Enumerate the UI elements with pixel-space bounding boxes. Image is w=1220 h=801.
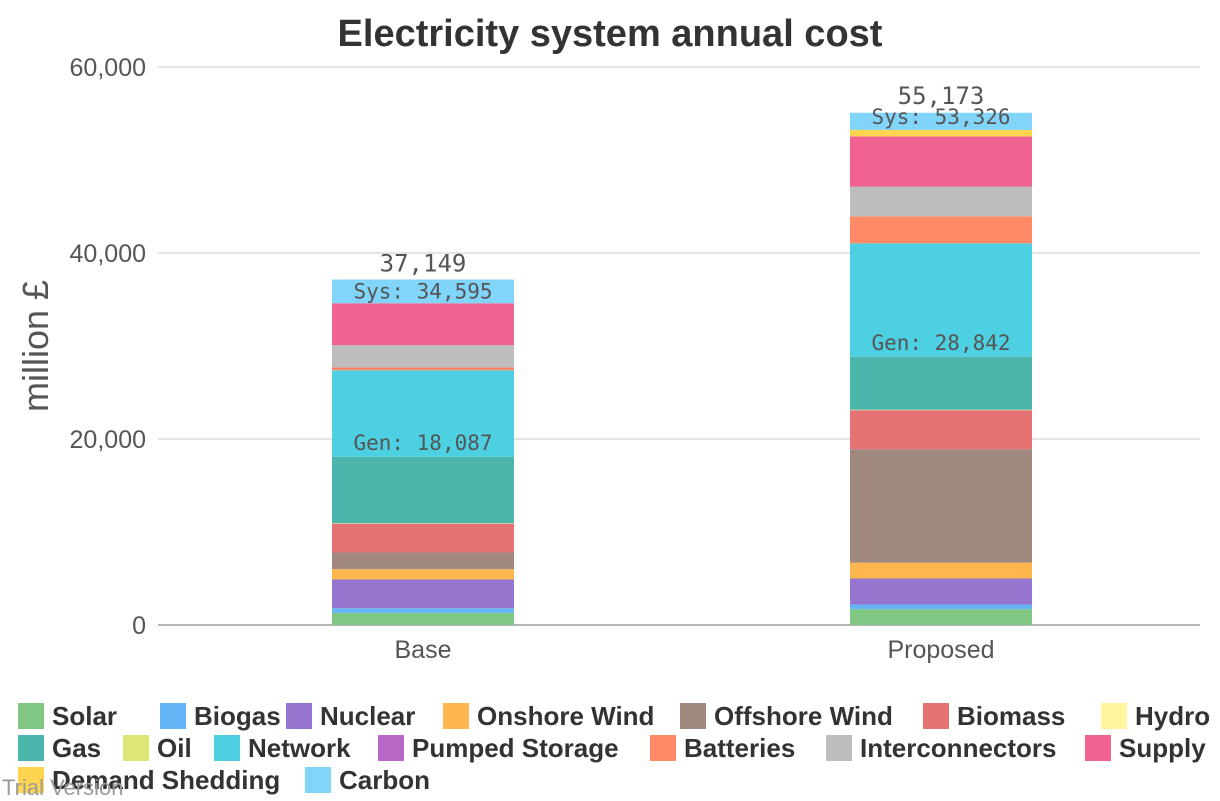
legend-row: Gas Oil Network Pumped Storage Batteries Inte…	[18, 732, 1218, 764]
legend-item-supply[interactable]: Supply	[1085, 732, 1206, 764]
bar-segment-offshore-wind	[850, 449, 1032, 562]
y-axis-label: million £	[15, 280, 56, 412]
legend-label: Nuclear	[320, 701, 415, 732]
bar-segment-demand-shedding	[850, 130, 1032, 137]
bar-segment-gas	[850, 357, 1032, 410]
x-tick-label: Proposed	[887, 636, 994, 664]
y-tick-label: 20,000	[70, 426, 146, 454]
legend-item-hydro[interactable]: Hydro	[1101, 700, 1210, 732]
legend-item-biomass[interactable]: Biomass	[923, 700, 1065, 732]
bars	[332, 113, 1032, 625]
legend-swatch	[650, 735, 676, 761]
legend-swatch	[923, 703, 949, 729]
legend-item-gas[interactable]: Gas	[18, 732, 101, 764]
bar-segment-batteries	[332, 368, 514, 371]
sys-label: Sys: 53,326	[871, 105, 1010, 129]
legend-item-carbon[interactable]: Carbon	[305, 764, 430, 796]
legend-swatch	[123, 735, 149, 761]
legend-row: Solar Biogas Nuclear Onshore Wind Offshore W…	[18, 700, 1218, 732]
legend-item-oil[interactable]: Oil	[123, 732, 192, 764]
legend-label: Batteries	[684, 733, 795, 764]
legend-label: Network	[248, 733, 351, 764]
legend-label: Carbon	[339, 765, 430, 796]
legend-item-nuclear[interactable]: Nuclear	[286, 700, 415, 732]
legend-swatch	[18, 703, 44, 729]
y-axis-ticks: 0 20,000 40,000 60,000	[70, 54, 146, 640]
y-tick-label: 0	[132, 612, 146, 640]
legend-swatch	[1085, 735, 1111, 761]
legend-swatch	[378, 735, 404, 761]
legend-swatch	[214, 735, 240, 761]
bar-segment-nuclear	[332, 579, 514, 608]
gen-label: Gen: 18,087	[353, 431, 492, 455]
legend-label: Oil	[157, 733, 192, 764]
legend-label: Onshore Wind	[477, 701, 654, 732]
bar-segment-supply	[332, 303, 514, 345]
legend-label: Offshore Wind	[714, 701, 893, 732]
bar-segment-solar	[850, 609, 1032, 625]
bar-segment-batteries	[850, 216, 1032, 243]
bar-segment-solar	[332, 613, 514, 625]
legend-item-batteries[interactable]: Batteries	[650, 732, 795, 764]
legend-swatch	[680, 703, 706, 729]
bar-segment-offshore-wind	[332, 552, 514, 569]
bar-segment-biogas	[850, 605, 1032, 610]
bar-segment-onshore-wind	[850, 563, 1032, 579]
bar-segment-supply	[850, 136, 1032, 186]
legend-swatch	[18, 735, 44, 761]
legend-item-network[interactable]: Network	[214, 732, 351, 764]
legend-item-onshore-wind[interactable]: Onshore Wind	[443, 700, 654, 732]
bar-segment-biomass	[332, 524, 514, 553]
watermark: Trial Version	[2, 775, 123, 801]
sys-label: Sys: 34,595	[353, 279, 492, 303]
chart-title: Electricity system annual cost	[338, 13, 883, 55]
total-label: 37,149	[380, 250, 467, 278]
legend-swatch	[1101, 703, 1127, 729]
chart-svg: Electricity system annual cost million £…	[0, 0, 1220, 700]
gen-label: Gen: 28,842	[871, 331, 1010, 355]
legend: Solar Biogas Nuclear Onshore Wind Offshore W…	[18, 700, 1218, 796]
legend-item-solar[interactable]: Solar	[18, 700, 117, 732]
legend-item-biogas[interactable]: Biogas	[160, 700, 281, 732]
y-tick-label: 40,000	[70, 240, 146, 268]
legend-label: Hydro	[1135, 701, 1210, 732]
legend-label: Biomass	[957, 701, 1065, 732]
legend-swatch	[160, 703, 186, 729]
legend-item-offshore-wind[interactable]: Offshore Wind	[680, 700, 893, 732]
legend-item-pumped-storage[interactable]: Pumped Storage	[378, 732, 619, 764]
y-tick-label: 60,000	[70, 54, 146, 82]
bar-segment-biogas	[332, 608, 514, 613]
legend-swatch	[443, 703, 469, 729]
legend-label: Solar	[52, 701, 117, 732]
legend-label: Biogas	[194, 701, 281, 732]
x-axis-ticks: Base Proposed	[395, 636, 995, 664]
legend-label: Gas	[52, 733, 101, 764]
legend-label: Pumped Storage	[412, 733, 619, 764]
bar-segment-nuclear	[850, 579, 1032, 605]
bar-segment-interconnectors	[850, 187, 1032, 217]
legend-item-interconnectors[interactable]: Interconnectors	[826, 732, 1057, 764]
bar-segment-interconnectors	[332, 345, 514, 367]
legend-swatch	[286, 703, 312, 729]
legend-label: Interconnectors	[860, 733, 1057, 764]
legend-swatch	[305, 767, 331, 793]
bar-segment-gas	[332, 457, 514, 523]
legend-label: Supply	[1119, 733, 1206, 764]
legend-swatch	[826, 735, 852, 761]
bar-segment-onshore-wind	[332, 569, 514, 579]
x-tick-label: Base	[395, 636, 452, 664]
gridlines	[158, 67, 1200, 625]
bar-segment-biomass	[850, 410, 1032, 449]
